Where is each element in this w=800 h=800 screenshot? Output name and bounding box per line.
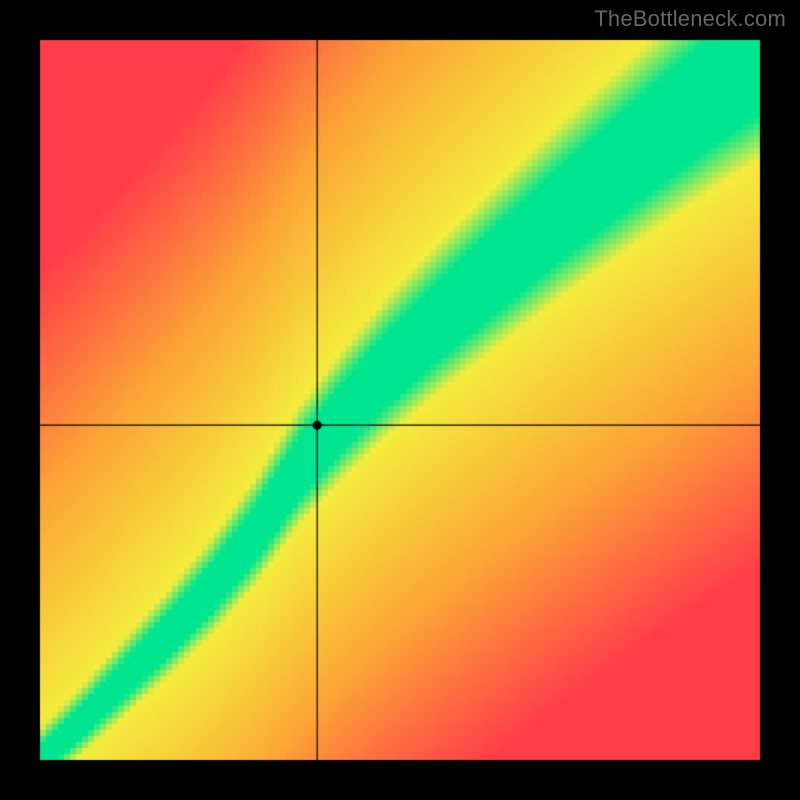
watermark-text: TheBottleneck.com bbox=[594, 6, 786, 32]
crosshair-overlay bbox=[0, 0, 800, 800]
